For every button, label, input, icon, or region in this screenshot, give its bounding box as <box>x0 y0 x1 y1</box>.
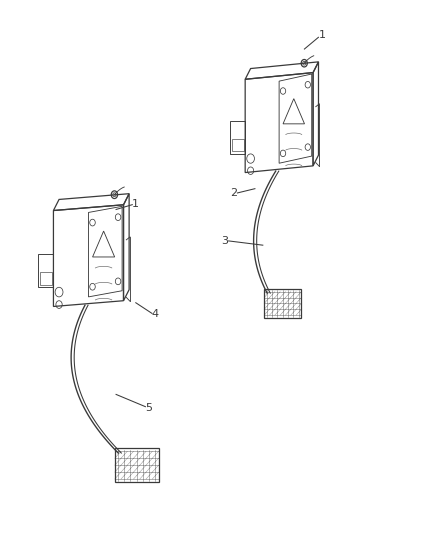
Text: 1: 1 <box>132 199 139 208</box>
Text: 1: 1 <box>318 30 325 40</box>
Text: 4: 4 <box>152 310 159 319</box>
Text: 3: 3 <box>222 236 229 246</box>
Text: 2: 2 <box>230 188 237 198</box>
Text: 5: 5 <box>145 403 152 413</box>
